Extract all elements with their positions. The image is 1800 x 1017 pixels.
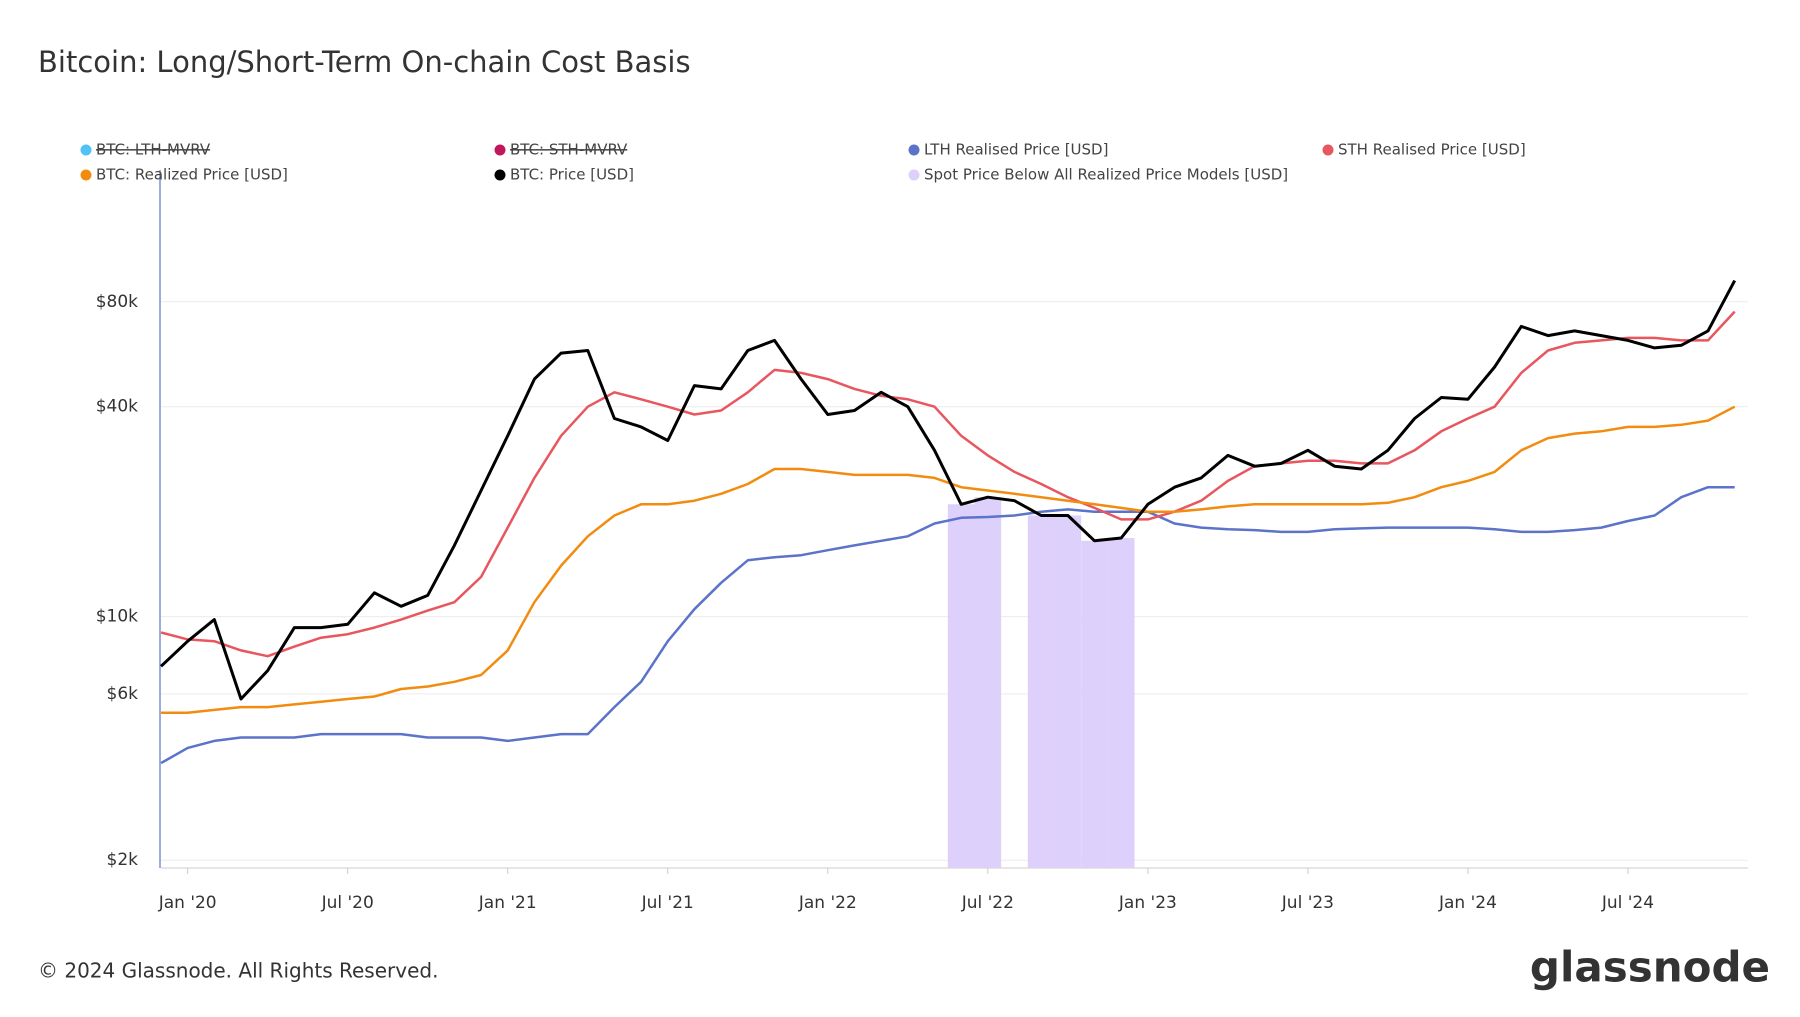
shaded-bar xyxy=(1027,515,1055,868)
shaded-bar xyxy=(974,497,1002,868)
legend-marker xyxy=(908,169,920,181)
x-tick-label: Jan '24 xyxy=(1438,893,1497,913)
legend-label[interactable]: BTC: STH-MVRV xyxy=(510,141,628,159)
brand-logo: glassnode xyxy=(1530,943,1770,992)
legend-marker xyxy=(908,144,920,156)
x-tick-label: Jul '20 xyxy=(321,893,374,913)
series-line xyxy=(160,310,1736,658)
series-line xyxy=(160,485,1735,765)
series-line xyxy=(161,405,1736,714)
legend-marker xyxy=(494,144,506,156)
x-tick-label: Jan '21 xyxy=(478,893,537,913)
x-tick-label: Jul '24 xyxy=(1601,893,1654,913)
x-tick-label: Jan '20 xyxy=(158,893,217,913)
shaded-bar xyxy=(1054,515,1082,868)
legend-label[interactable]: BTC: Price [USD] xyxy=(510,166,634,184)
legend-marker xyxy=(1322,144,1334,156)
y-tick-label: $10k xyxy=(96,607,138,627)
legend-label[interactable]: Spot Price Below All Realized Price Mode… xyxy=(924,166,1288,184)
legend-label[interactable]: LTH Realised Price [USD] xyxy=(924,141,1108,159)
shaded-bar xyxy=(1107,538,1135,868)
chart-title: Bitcoin: Long/Short-Term On-chain Cost B… xyxy=(38,45,691,79)
x-tick-label: Jul '22 xyxy=(961,893,1014,913)
legend-label[interactable]: STH Realised Price [USD] xyxy=(1338,141,1526,159)
legend-label[interactable]: BTC: LTH-MVRV xyxy=(96,141,211,159)
legend-label[interactable]: BTC: Realized Price [USD] xyxy=(96,166,288,184)
x-tick-label: Jan '23 xyxy=(1118,893,1177,913)
x-tick-label: Jan '22 xyxy=(798,893,857,913)
y-tick-label: $6k xyxy=(107,684,139,704)
y-tick-label: $40k xyxy=(96,397,138,417)
legend-marker xyxy=(80,169,92,181)
legend-marker xyxy=(80,144,92,156)
footer: © 2024 Glassnode. All Rights Reserved. xyxy=(38,959,438,983)
shaded-bar xyxy=(947,504,975,868)
x-tick-label: Jul '23 xyxy=(1281,893,1334,913)
legend-marker xyxy=(494,169,506,181)
y-tick-label: $2k xyxy=(107,850,139,870)
shaded-bar xyxy=(1081,540,1108,868)
x-tick-label: Jul '21 xyxy=(641,893,694,913)
series-line xyxy=(159,279,1737,701)
y-tick-label: $80k xyxy=(96,292,138,312)
